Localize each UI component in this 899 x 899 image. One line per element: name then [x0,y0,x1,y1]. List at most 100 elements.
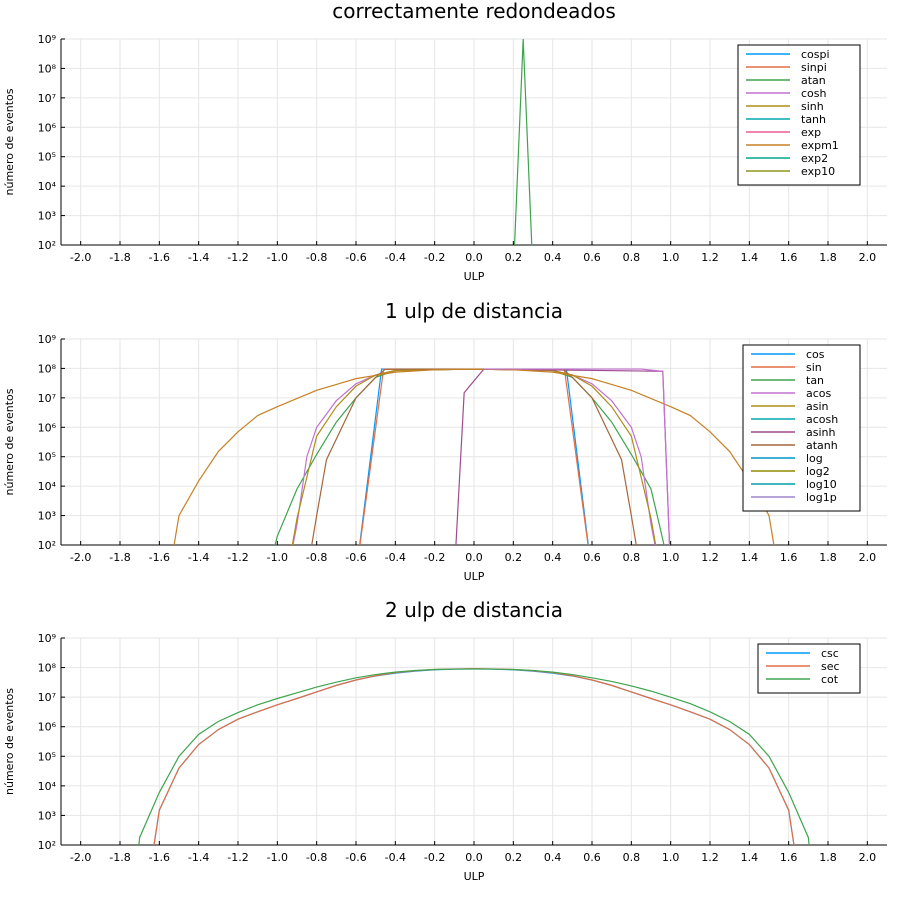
y-tick-label: 10⁸ [38,662,57,675]
x-axis-label: ULP [464,270,485,283]
x-tick-label: 1.8 [819,551,837,564]
x-axis-label: ULP [464,570,485,583]
x-tick-label: -0.8 [306,551,327,564]
x-tick-label: -1.2 [227,851,248,864]
x-tick-label: 2.0 [859,851,877,864]
x-tick-label: 1.6 [780,251,798,264]
y-axis-label: número de eventos [3,388,16,495]
x-tick-label: -0.8 [306,251,327,264]
x-tick-label: 1.4 [741,551,759,564]
y-axis-label: número de eventos [3,688,16,795]
x-tick-label: 1.4 [741,251,759,264]
legend-label: sinpi [801,61,827,74]
x-tick-label: -0.4 [385,251,406,264]
y-tick-label: 10⁸ [38,362,57,375]
legend-box [737,44,861,186]
x-tick-label: -0.4 [385,851,406,864]
series-line-unnamed [483,368,671,545]
y-tick-label: 10⁹ [38,333,56,346]
x-tick-label: -1.4 [188,851,209,864]
chart-title: 1 ulp de distancia [385,299,563,323]
x-tick-label: 1.4 [741,851,759,864]
legend-label: atan [801,74,826,87]
x-tick-label: -1.4 [188,251,209,264]
chart-panel-3: -2.0 -1.8 -1.6 -1.4 -1.2 -1.0 -0.8 -0.6 -0.4 -0.2… [3,598,887,883]
x-tick-label: 0.8 [623,851,641,864]
y-tick-label: 10⁵ [38,750,56,763]
y-tick-label: 10⁶ [38,121,57,134]
legend-box [757,643,861,694]
legend-label: acos [806,387,832,400]
legend-label: csc [821,647,839,660]
y-tick-label: 10⁴ [38,480,57,493]
x-tick-label: 0.0 [465,851,483,864]
y-tick-label: 10⁶ [38,421,57,434]
x-tick-label: 1.6 [780,551,798,564]
legend-label: log [806,452,823,465]
x-tick-label: -1.8 [109,851,130,864]
x-tick-label: 1.2 [701,851,719,864]
legend-label: asin [806,400,829,413]
series-line-atan [513,39,533,245]
legend-label: cosh [801,87,827,100]
x-tick-label: 0.8 [623,551,641,564]
x-tick-label: 0.2 [505,551,523,564]
series-line-unnamed [173,368,775,545]
x-tick-label: -2.0 [70,251,91,264]
x-tick-label: -0.6 [345,251,366,264]
legend-label: log2 [806,465,830,478]
legend-label: cot [821,673,839,686]
y-tick-label: 10⁹ [38,632,56,645]
legend-label: log1p [806,491,837,504]
legend-label: sinh [801,100,824,113]
legend-label: asinh [806,426,835,439]
x-tick-label: -0.8 [306,851,327,864]
x-tick-label: -1.8 [109,551,130,564]
series-group [513,39,533,245]
legend-label: acosh [806,413,838,426]
chart-title: 2 ulp de distancia [385,598,563,622]
legend: cospisinpiatancoshsinhtanhexpexpm1exp2ex… [737,44,861,186]
legend-label: exp [801,126,821,139]
x-tick-label: -2.0 [70,551,91,564]
x-tick-label: 1.0 [662,851,680,864]
x-tick-label: -0.6 [345,851,366,864]
legend-label: exp10 [801,165,835,178]
x-tick-label: 0.4 [544,551,562,564]
y-tick-label: 10⁸ [38,62,57,75]
legend-label: tanh [801,113,826,126]
legend-label: exp2 [801,152,828,165]
x-tick-label: -2.0 [70,851,91,864]
y-axis-label: número de eventos [3,88,16,195]
chart-title: correctamente redondeados [332,0,616,23]
legend: cossintanacosasinacoshasinhatanhloglog2l… [742,344,861,512]
x-tick-label: 0.6 [583,551,601,564]
x-axis-label: ULP [464,870,485,883]
y-tick-label: 10⁶ [38,721,57,734]
legend-label: expm1 [801,139,839,152]
y-tick-label: 10⁴ [38,180,57,193]
x-tick-label: 0.4 [544,851,562,864]
y-tick-label: 10⁵ [38,151,56,164]
x-tick-label: 0.6 [583,251,601,264]
x-tick-label: -1.4 [188,551,209,564]
x-tick-label: 0.0 [465,551,483,564]
x-tick-label: -0.2 [424,851,445,864]
x-tick-label: 0.2 [505,851,523,864]
y-tick-label: 10⁹ [38,33,56,46]
x-tick-label: -1.2 [227,551,248,564]
y-tick-label: 10⁷ [38,691,56,704]
x-tick-label: 2.0 [859,551,877,564]
y-tick-label: 10³ [38,510,56,523]
legend-label: sec [821,660,840,673]
x-tick-label: -1.2 [227,251,248,264]
chart-panel-2: -2.0 -1.8 -1.6 -1.4 -1.2 -1.0 -0.8 -0.6 -0.4 -0.2… [3,299,887,583]
y-tick-label: 10² [38,539,56,552]
y-tick-label: 10⁷ [38,392,56,405]
legend-label: cospi [801,48,830,61]
legend-label: atanh [806,439,838,452]
x-tick-label: -1.0 [267,851,288,864]
x-tick-label: 1.8 [819,851,837,864]
